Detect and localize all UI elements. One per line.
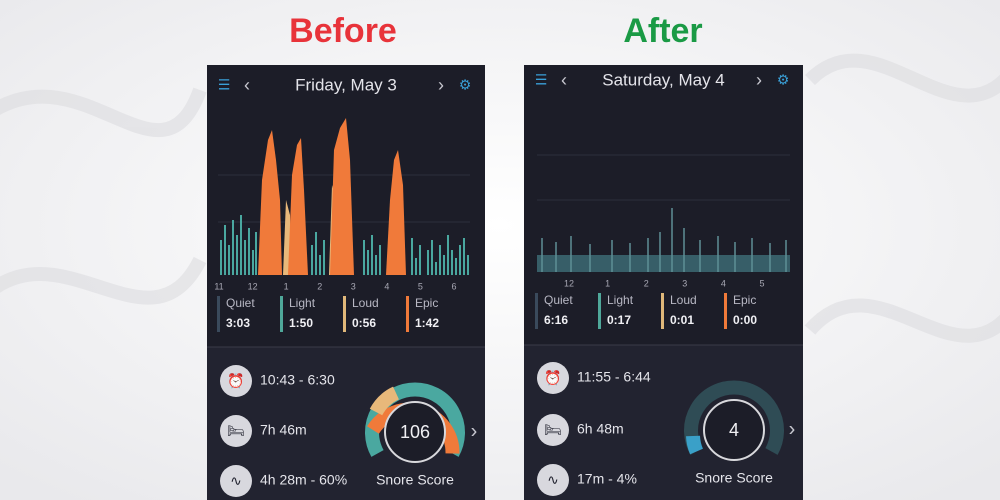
hour-label: 6: [451, 281, 456, 291]
quiet-bars: [541, 208, 787, 272]
settings-icon[interactable]: ⚙: [777, 72, 790, 88]
prev-day[interactable]: ‹: [561, 70, 567, 90]
legend-time: 6:16: [544, 313, 568, 327]
sound-chart: [218, 118, 470, 275]
hour-label: 3: [682, 278, 687, 288]
row-icon: [537, 414, 569, 446]
summary-snoring: 4h 28m - 60%: [260, 472, 347, 488]
gauge-arc: [369, 386, 400, 416]
quiet-band: [537, 255, 790, 272]
next-day[interactable]: ›: [756, 70, 762, 90]
snore-gauge: [365, 382, 465, 463]
row-icon-glyph: 🛏: [227, 423, 245, 439]
row-icon-glyph: 🛏: [544, 422, 562, 438]
legend-time: 1:42: [415, 316, 439, 330]
details-chevron[interactable]: ›: [471, 420, 478, 442]
quiet-bars: [220, 215, 469, 275]
summary-snoring: 17m - 4%: [577, 471, 637, 487]
snore-score-label: Snore Score: [695, 470, 773, 486]
row-icon: [537, 362, 569, 394]
legend-time: 0:56: [352, 316, 376, 330]
legend-name: Quiet: [544, 293, 573, 307]
legend-swatch: [406, 296, 409, 332]
row-icon: [220, 465, 252, 497]
legend-time: 1:50: [289, 316, 313, 330]
row-icon-glyph: ∿: [547, 472, 559, 488]
legend-swatch: [598, 293, 601, 329]
hour-label: 12: [248, 281, 258, 291]
legend-swatch: [217, 296, 220, 332]
legend-time: 0:01: [670, 313, 694, 327]
legend-swatch: [535, 293, 538, 329]
row-icon: [220, 365, 252, 397]
date: Friday, May 3: [295, 75, 397, 94]
gauge-center: [384, 401, 446, 463]
hour-label: 2: [317, 281, 322, 291]
legend-time: 3:03: [226, 316, 250, 330]
hour-label: 1: [605, 278, 610, 288]
legend-time: 0:17: [607, 313, 631, 327]
hour-label: 12: [564, 278, 574, 288]
legend-time: 0:00: [733, 313, 757, 327]
menu-icon[interactable]: ☰: [535, 72, 548, 88]
next-day[interactable]: ›: [438, 75, 444, 95]
hour-label: 3: [351, 281, 356, 291]
legend-name: Epic: [415, 296, 438, 310]
snore-score: 4: [729, 420, 739, 440]
legend-swatch: [724, 293, 727, 329]
legend-swatch: [343, 296, 346, 332]
legend-name: Light: [289, 296, 316, 310]
settings-icon[interactable]: ⚙: [459, 77, 472, 93]
legend-name: Light: [607, 293, 634, 307]
gauge-arc: [684, 380, 784, 455]
prev-day[interactable]: ‹: [244, 75, 250, 95]
hour-label: 1: [284, 281, 289, 291]
gauge-center: [703, 399, 765, 461]
after-label: After: [623, 12, 702, 50]
hour-label: 4: [721, 278, 726, 288]
hour-label: 11: [214, 281, 223, 291]
snore-score: 106: [400, 422, 430, 442]
summary-bedtime: 11:55 - 6:44: [577, 369, 651, 385]
row-icon-glyph: ∿: [230, 473, 242, 489]
snore-score-label: Snore Score: [376, 472, 454, 488]
summary-duration: 6h 48m: [577, 421, 624, 437]
legend-name: Quiet: [226, 296, 255, 310]
before-label: Before: [289, 12, 397, 50]
epic-bars: [258, 118, 406, 275]
row-icon-glyph: ⏰: [544, 369, 561, 387]
row-icon-glyph: ⏰: [227, 372, 244, 390]
legend-name: Loud: [670, 293, 697, 307]
legend-swatch: [280, 296, 283, 332]
background-swirls: [0, 53, 1000, 343]
sound-chart: [537, 154, 790, 272]
menu-icon[interactable]: ☰: [218, 77, 231, 93]
details-chevron[interactable]: ›: [789, 418, 796, 440]
legend-name: Loud: [352, 296, 379, 310]
gauge-arc: [686, 435, 704, 455]
row-icon: [220, 415, 252, 447]
summary-bedtime: 10:43 - 6:30: [260, 372, 335, 388]
hour-label: 5: [759, 278, 764, 288]
snore-gauge: [684, 380, 784, 461]
legend-name: Epic: [733, 293, 756, 307]
hour-label: 5: [418, 281, 423, 291]
legend-swatch: [661, 293, 664, 329]
row-icon: [537, 464, 569, 496]
date: Saturday, May 4: [602, 70, 725, 89]
hour-label: 2: [644, 278, 649, 288]
hour-label: 4: [384, 281, 389, 291]
summary-duration: 7h 46m: [260, 422, 307, 438]
